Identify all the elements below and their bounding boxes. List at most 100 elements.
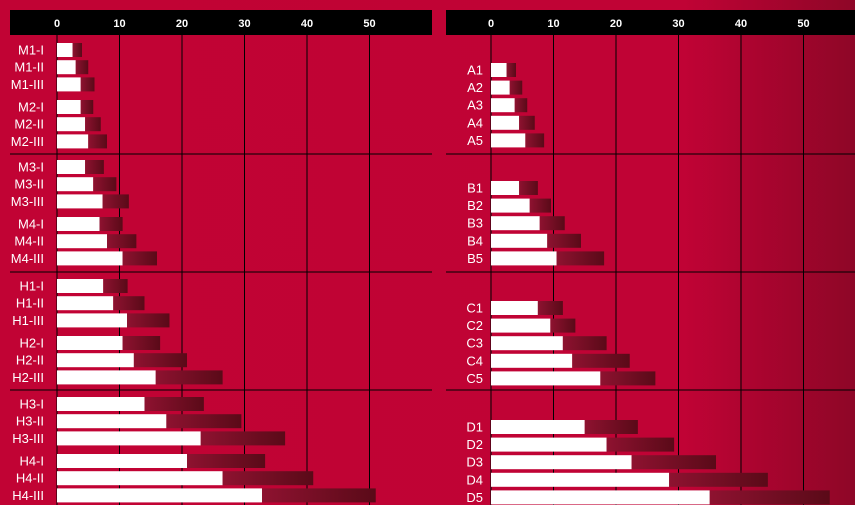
bar-base <box>491 336 563 351</box>
bar-base <box>57 471 223 486</box>
bar-base <box>57 431 201 446</box>
category-label: H4-III <box>12 488 44 503</box>
category-label: H1-II <box>16 296 44 311</box>
category-label: M4-III <box>11 251 44 266</box>
category-label: M3-I <box>18 160 44 175</box>
bar-extension <box>600 371 656 386</box>
bar-extension <box>75 60 89 75</box>
bar-base <box>57 353 134 368</box>
bar-base <box>57 217 100 231</box>
tick-label: 40 <box>735 18 747 30</box>
bar-base <box>491 301 538 315</box>
bar-base <box>491 216 540 231</box>
bar-extension <box>606 437 675 452</box>
category-label: H2-II <box>16 353 44 368</box>
bar-base <box>491 133 526 148</box>
bar-base <box>57 117 86 132</box>
bar-base <box>491 98 515 113</box>
bar-base <box>491 437 607 452</box>
bar-base <box>57 43 73 57</box>
tick-label: 30 <box>238 18 250 30</box>
bar-base <box>491 490 710 505</box>
bar-extension <box>631 455 716 470</box>
bar-base <box>57 100 81 114</box>
bar-extension <box>669 472 768 487</box>
bar-base <box>57 177 94 192</box>
category-label: M2-III <box>11 134 44 149</box>
bar-extension <box>509 80 523 95</box>
bar-base <box>491 318 551 333</box>
category-label: M4-I <box>18 217 44 232</box>
category-label: D3 <box>466 455 483 470</box>
category-label: C2 <box>466 318 483 333</box>
bar-extension <box>166 414 242 429</box>
bar-extension <box>506 63 516 77</box>
tick-label: 20 <box>610 18 622 30</box>
bar-extension <box>525 133 545 148</box>
category-label: B5 <box>467 251 483 266</box>
tick-label: 10 <box>113 18 125 30</box>
category-label: M2-I <box>18 100 44 115</box>
category-label: D1 <box>466 420 483 435</box>
bar-extension <box>72 43 82 57</box>
bar-base <box>57 313 127 328</box>
tick-label: 50 <box>363 18 375 30</box>
bar-base <box>57 279 104 293</box>
bar-base <box>57 134 89 149</box>
bar-extension <box>144 397 204 411</box>
bar-base <box>57 194 103 209</box>
bar-extension <box>584 420 638 434</box>
category-label: C3 <box>466 336 483 351</box>
category-label: H3-III <box>12 431 44 446</box>
bar-base <box>57 454 187 468</box>
bar-extension <box>122 336 161 350</box>
bar-extension <box>550 318 576 333</box>
category-label: M2-II <box>14 117 44 132</box>
bar-base <box>57 77 81 92</box>
bar-extension <box>103 279 128 293</box>
category-label: H2-III <box>12 370 44 385</box>
bar-extension <box>200 431 286 446</box>
bar-extension <box>187 454 266 468</box>
category-label: M3-III <box>11 194 44 209</box>
bar-base <box>491 80 510 95</box>
category-label: C4 <box>466 353 483 368</box>
bar-extension <box>102 194 129 209</box>
tick-label: 50 <box>797 18 809 30</box>
category-label: H4-I <box>19 454 44 469</box>
bar-extension <box>80 100 94 114</box>
bar-base <box>57 296 114 311</box>
category-label: A5 <box>467 133 483 148</box>
bar-base <box>491 455 632 470</box>
category-label: M3-II <box>14 177 44 192</box>
bar-base <box>57 160 86 174</box>
bar-base <box>491 115 520 130</box>
tick-label: 0 <box>54 18 60 30</box>
bar-extension <box>556 251 605 266</box>
bar-base <box>491 233 548 248</box>
category-label: M1-III <box>11 77 44 92</box>
tick-label: 0 <box>488 18 494 30</box>
bar-extension <box>519 181 538 195</box>
category-label: C1 <box>466 301 483 316</box>
category-label: B4 <box>467 233 483 248</box>
bar-base <box>491 420 585 434</box>
category-label: D5 <box>466 490 483 505</box>
bar-extension <box>572 353 630 368</box>
bar-extension <box>85 160 104 174</box>
bar-extension <box>88 134 107 149</box>
bar-base <box>491 353 573 368</box>
axis-header-bar <box>10 10 432 35</box>
bar-extension <box>529 198 551 213</box>
category-label: H1-III <box>12 313 44 328</box>
bar-extension <box>547 233 581 248</box>
chart-panel-1: M1-I M1-II M1-III M2-I M2-II M2-III M3-I M3-II M… <box>10 10 432 505</box>
bar-extension <box>562 336 607 351</box>
bar-extension <box>537 301 563 315</box>
tick-label: 20 <box>176 18 188 30</box>
bar-extension <box>113 296 145 311</box>
category-label: A1 <box>467 63 483 78</box>
bar-base <box>491 251 557 266</box>
category-label: H3-I <box>19 397 44 412</box>
